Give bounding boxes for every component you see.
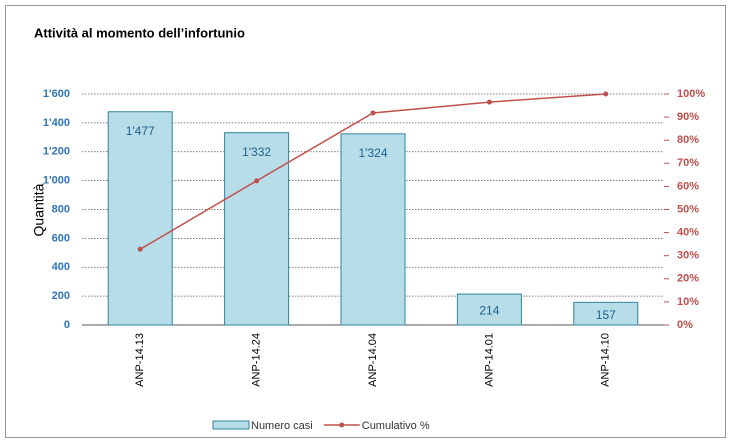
y2-tick-label: 20%	[677, 273, 699, 285]
x-tick-label: ANP-14.01	[483, 333, 495, 387]
y2-tick-label: 70%	[677, 157, 699, 169]
y2-tick-label: 90%	[677, 111, 699, 123]
line-point	[137, 246, 143, 252]
y-axis-title: Quantità	[31, 183, 47, 236]
value-label: 157	[596, 308, 616, 322]
bar	[224, 132, 290, 326]
y-tick-label: 400	[52, 261, 70, 273]
value-label: 1'324	[359, 146, 388, 160]
y2-tick-label: 40%	[677, 227, 699, 239]
bar	[340, 133, 406, 326]
y-tick-label: 200	[52, 290, 70, 302]
legend-label: Numero casi	[251, 420, 313, 432]
y-tick-label: 1'200	[43, 146, 70, 158]
y2-tick-label: 50%	[677, 203, 699, 215]
y-tick-label: 0	[64, 319, 70, 331]
y-tick-label: 600	[52, 232, 70, 244]
x-tick-label: ANP-14.10	[600, 333, 612, 387]
legend-swatch-point	[339, 422, 345, 428]
y-tick-label: 1'600	[43, 88, 70, 100]
legend-label: Cumulativo %	[362, 420, 430, 432]
y-tick-label: 1'400	[43, 117, 70, 129]
line-point	[486, 99, 492, 105]
x-tick-label: ANP-14.04	[367, 333, 379, 387]
y2-tick-label: 30%	[677, 250, 699, 262]
line-point	[603, 91, 609, 97]
y2-tick-label: 60%	[677, 180, 699, 192]
x-tick-label: ANP-14.13	[134, 333, 146, 387]
chart-title: Attività al momento dell’infortunio	[34, 25, 245, 40]
value-label: 1'332	[242, 145, 271, 159]
value-label: 214	[479, 304, 499, 318]
line-point	[254, 178, 260, 184]
line-point	[370, 110, 376, 116]
bar	[456, 293, 522, 326]
y-tick-label: 1'000	[43, 175, 70, 187]
x-tick-label: ANP-14.24	[251, 333, 263, 387]
y2-tick-label: 0%	[677, 319, 693, 331]
bar	[573, 301, 639, 326]
y2-tick-label: 100%	[677, 88, 705, 100]
bar	[107, 111, 173, 326]
y2-tick-label: 10%	[677, 296, 699, 308]
y2-tick-label: 80%	[677, 134, 699, 146]
y-tick-label: 800	[52, 203, 70, 215]
value-label: 1'477	[126, 124, 155, 138]
legend-swatch	[212, 420, 250, 430]
